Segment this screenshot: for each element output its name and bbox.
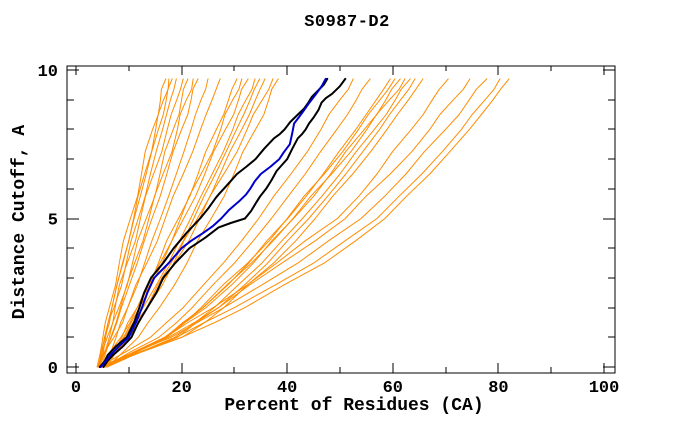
prediction-31-curve	[101, 78, 501, 368]
x-tick-label: 20	[171, 379, 191, 398]
prediction-29-curve	[105, 78, 471, 368]
x-tick-label: 40	[277, 379, 297, 398]
prediction-19-curve	[98, 78, 354, 368]
prediction-13-curve	[104, 78, 249, 368]
prediction-30-curve	[98, 78, 488, 368]
prediction-07-curve	[100, 78, 194, 368]
prediction-18-curve	[106, 78, 279, 368]
y-tick-label: 0	[48, 360, 58, 379]
prediction-24-curve	[103, 78, 406, 368]
highlighted-model-black-2-curve	[102, 77, 347, 368]
prediction-01-curve	[96, 78, 167, 368]
prediction-05-curve	[99, 78, 184, 368]
prediction-32-curve	[99, 78, 510, 368]
prediction-25-curve	[106, 78, 411, 368]
x-tick-label: 100	[589, 379, 620, 398]
prediction-03-curve	[98, 78, 173, 368]
prediction-26-curve	[99, 78, 416, 368]
prediction-20-curve	[104, 78, 371, 368]
x-tick-label: 80	[488, 379, 508, 398]
highlighted-model-black-1-curve	[98, 77, 329, 368]
x-tick-label: 60	[383, 379, 403, 398]
highlighted-model-blue-curve	[99, 77, 327, 368]
x-axis-label: Percent of Residues (CA)	[224, 396, 484, 416]
prediction-09-curve	[101, 78, 209, 368]
prediction-14-curve	[98, 78, 256, 368]
y-tick-label: 5	[48, 212, 58, 231]
plot-border	[66, 65, 616, 374]
prediction-08-curve	[99, 78, 199, 368]
prediction-04-curve	[97, 78, 177, 368]
prediction-12-curve	[99, 78, 243, 368]
y-tick-label: 10	[38, 63, 58, 82]
prediction-11-curve	[103, 78, 238, 368]
prediction-28-curve	[101, 78, 449, 368]
x-tick-label: 0	[71, 379, 81, 398]
prediction-06-curve	[98, 78, 189, 368]
chart-title: S0987-D2	[304, 13, 390, 32]
prediction-10-curve	[97, 78, 221, 368]
prediction-27-curve	[103, 78, 424, 368]
